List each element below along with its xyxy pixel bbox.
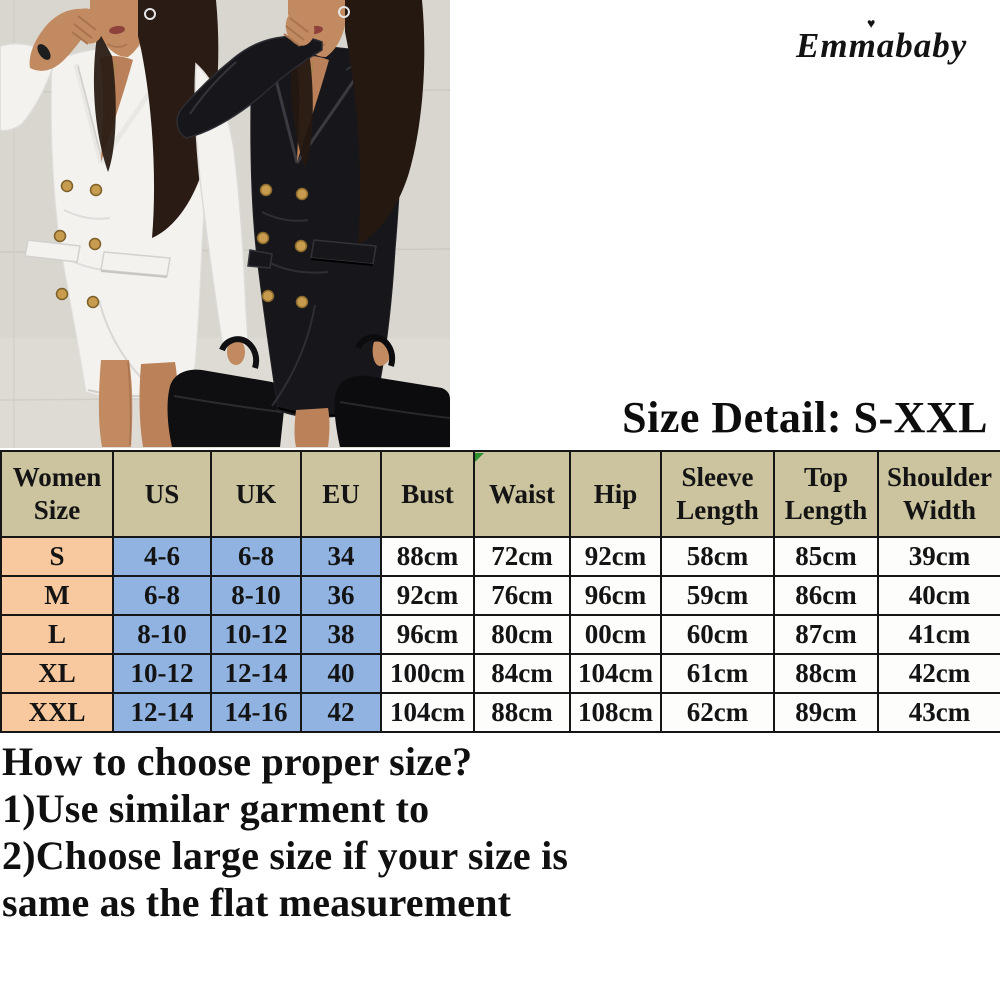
header-us: US	[112, 450, 212, 538]
cell-waist: 72cm	[473, 536, 571, 577]
cell-hip: 00cm	[569, 614, 662, 655]
how-to-choose-size: How to choose proper size? 1)Use similar…	[2, 738, 568, 926]
heart-icon: ♥	[867, 17, 877, 32]
cell-hip: 96cm	[569, 575, 662, 616]
cell-uk: 12-14	[210, 653, 302, 694]
cell-bust: 88cm	[380, 536, 475, 577]
cell-sleeve: 62cm	[660, 692, 775, 733]
cell-waist: 80cm	[473, 614, 571, 655]
howto-title: How to choose proper size?	[2, 739, 473, 784]
cell-top: 85cm	[773, 536, 879, 577]
size-row-xxl: XXL 12-14 14-16 42 104cm 88cm 108cm 62cm…	[0, 692, 1000, 733]
cell-uk: 14-16	[210, 692, 302, 733]
legs	[98, 360, 178, 447]
header-top-length: Top Length	[773, 450, 879, 538]
cell-us: 10-12	[112, 653, 212, 694]
cell-top: 86cm	[773, 575, 879, 616]
cell-hip: 92cm	[569, 536, 662, 577]
header-uk: UK	[210, 450, 302, 538]
size-chart-table: Women Size US UK EU Bust Waist Hip Sleev…	[0, 450, 1000, 733]
left-handbag	[167, 336, 285, 447]
cell-size: S	[0, 536, 114, 577]
cell-uk: 10-12	[210, 614, 302, 655]
raised-arm-sleeve	[176, 35, 323, 139]
size-row-xl: XL 10-12 12-14 40 100cm 84cm 104cm 61cm …	[0, 653, 1000, 694]
earring	[338, 6, 350, 18]
right-hand	[372, 341, 391, 366]
cell-top: 88cm	[773, 653, 879, 694]
header-shoulder-width: Shoulder Width	[877, 450, 1000, 538]
cell-eu: 38	[300, 614, 382, 655]
left-model	[0, 0, 285, 447]
cell-hip: 104cm	[569, 653, 662, 694]
cell-size: XL	[0, 653, 114, 694]
table-header-row: Women Size US UK EU Bust Waist Hip Sleev…	[0, 450, 1000, 538]
size-row-l: L 8-10 10-12 38 96cm 80cm 00cm 60cm 87cm…	[0, 614, 1000, 655]
cell-us: 12-14	[112, 692, 212, 733]
howto-line-3: same as the flat measurement	[2, 880, 512, 925]
cell-bust: 96cm	[380, 614, 475, 655]
cell-bust: 104cm	[380, 692, 475, 733]
left-hand	[227, 339, 245, 365]
cell-top: 87cm	[773, 614, 879, 655]
brand-logo-text: Emmababy	[796, 26, 968, 65]
brand-logo: Emmababy ♥	[796, 17, 968, 66]
cell-waist: 84cm	[473, 653, 571, 694]
lips	[109, 25, 125, 35]
cell-size: M	[0, 575, 114, 616]
right-model	[176, 0, 450, 447]
cell-shoulder: 42cm	[877, 653, 1000, 694]
watch	[37, 44, 51, 60]
gold-buttons-left	[53, 179, 103, 309]
size-detail-heading: Size Detail: S-XXL	[622, 393, 988, 442]
header-eu: EU	[300, 450, 382, 538]
cell-uk: 8-10	[210, 575, 302, 616]
excel-cell-marker	[475, 453, 484, 462]
gold-buttons-right	[256, 183, 309, 309]
header-sleeve-length: Sleeve Length	[660, 450, 775, 538]
size-row-s: S 4-6 6-8 34 88cm 72cm 92cm 58cm 85cm 39…	[0, 536, 1000, 577]
header-bust: Bust	[380, 450, 475, 538]
cell-bust: 100cm	[380, 653, 475, 694]
cell-bust: 92cm	[380, 575, 475, 616]
howto-line-2: 2)Choose large size if your size is	[2, 833, 569, 878]
cell-eu: 34	[300, 536, 382, 577]
right-handbag	[334, 334, 450, 447]
product-photo	[0, 0, 450, 448]
size-row-m: M 6-8 8-10 36 92cm 76cm 96cm 59cm 86cm 4…	[0, 575, 1000, 616]
cell-shoulder: 39cm	[877, 536, 1000, 577]
cell-shoulder: 41cm	[877, 614, 1000, 655]
cell-shoulder: 40cm	[877, 575, 1000, 616]
cell-eu: 40	[300, 653, 382, 694]
cell-uk: 6-8	[210, 536, 302, 577]
header-waist: Waist	[473, 450, 571, 538]
cell-waist: 88cm	[473, 692, 571, 733]
hair	[345, 0, 425, 244]
cell-shoulder: 43cm	[877, 692, 1000, 733]
cell-top: 89cm	[773, 692, 879, 733]
cell-sleeve: 60cm	[660, 614, 775, 655]
cell-us: 8-10	[112, 614, 212, 655]
header-hip: Hip	[569, 450, 662, 538]
cell-sleeve: 61cm	[660, 653, 775, 694]
cell-us: 6-8	[112, 575, 212, 616]
cell-eu: 42	[300, 692, 382, 733]
header-women-size: Women Size	[0, 450, 114, 538]
cell-size: L	[0, 614, 114, 655]
cell-eu: 36	[300, 575, 382, 616]
cell-sleeve: 59cm	[660, 575, 775, 616]
cell-us: 4-6	[112, 536, 212, 577]
cell-hip: 108cm	[569, 692, 662, 733]
cell-waist: 76cm	[473, 575, 571, 616]
cell-sleeve: 58cm	[660, 536, 775, 577]
earring	[144, 8, 156, 20]
cell-size: XXL	[0, 692, 114, 733]
howto-line-1: 1)Use similar garment to	[2, 786, 430, 831]
